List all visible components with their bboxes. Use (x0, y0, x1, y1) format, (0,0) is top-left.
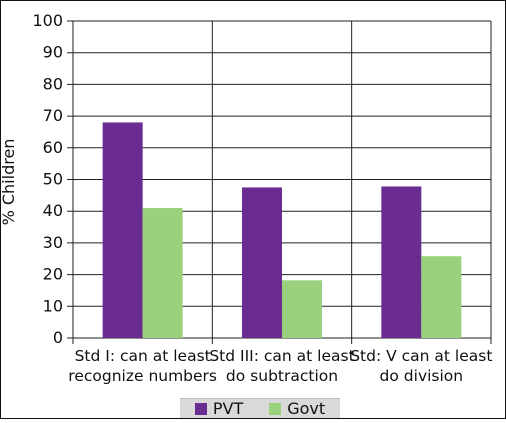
x-category-label: Std III: can at least (209, 347, 354, 365)
bar-pvt-2 (381, 186, 422, 338)
y-tick-label: 40 (43, 201, 63, 220)
legend-swatch-pvt (194, 402, 207, 415)
x-category-label: Std I: can at least (75, 347, 211, 365)
legend-item-pvt: PVT (194, 399, 244, 418)
y-tick-label: 0 (53, 328, 63, 347)
y-tick-label: 90 (43, 43, 63, 62)
x-category-label: do subtraction (226, 367, 338, 385)
y-tick-label: 20 (43, 265, 63, 284)
y-axis-label: % Children (1, 139, 18, 226)
bar-pvt-1 (242, 187, 282, 338)
x-category-labels: Std I: can at least recognize numbers Std … (68, 347, 492, 385)
x-category-label: Std: V can at least (350, 347, 492, 365)
legend-label-govt: Govt (287, 399, 326, 418)
y-tick-label: 80 (43, 74, 63, 93)
y-tick-label: 10 (43, 296, 63, 315)
x-category-label: do division (380, 367, 464, 385)
bar-govt-1 (282, 280, 322, 338)
legend-label-pvt: PVT (212, 399, 244, 418)
legend-item-govt: Govt (269, 399, 325, 418)
legend: PVT Govt (180, 398, 340, 418)
x-category-label: recognize numbers (68, 367, 217, 385)
y-tick-label: 70 (43, 106, 63, 125)
y-tick-labels: 0 10 20 30 40 50 60 70 80 90 100 (32, 11, 63, 347)
bar-govt-0 (142, 208, 183, 338)
y-tick-label: 100 (32, 11, 63, 30)
y-tick-label: 60 (43, 138, 63, 157)
bar-govt-2 (421, 256, 462, 338)
y-tick-label: 30 (43, 233, 63, 252)
legend-swatch-govt (269, 402, 282, 415)
bars (102, 122, 462, 338)
y-tick-label: 50 (43, 170, 63, 189)
bar-pvt-0 (102, 122, 143, 338)
